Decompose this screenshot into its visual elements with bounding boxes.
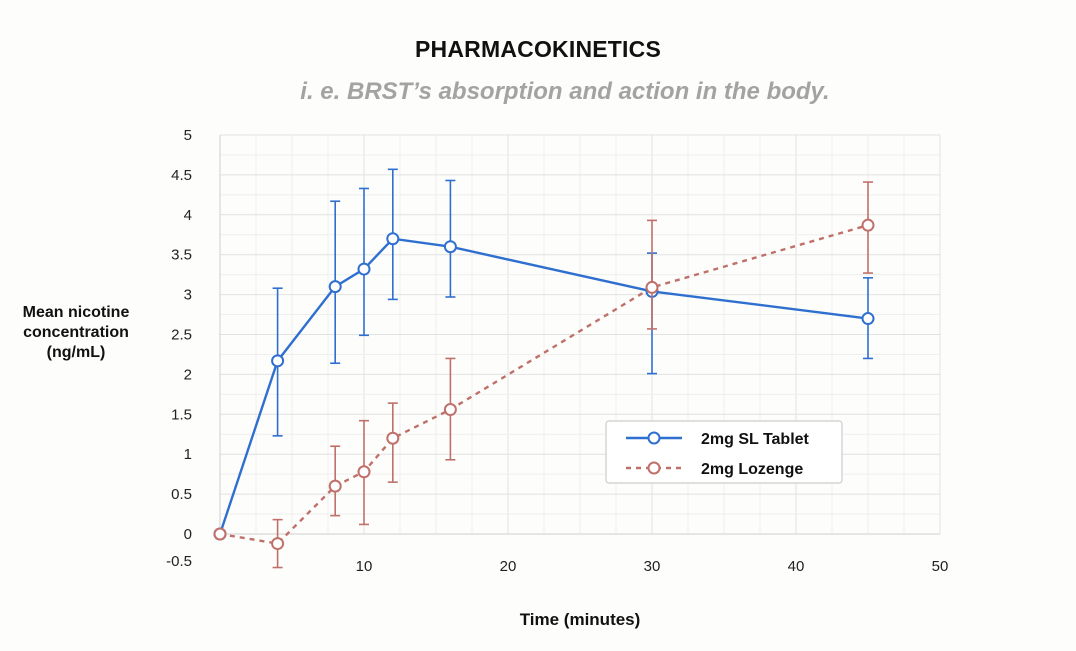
legend-box xyxy=(605,420,843,484)
data-point xyxy=(328,280,342,294)
data-point xyxy=(357,465,371,479)
y-tick-label: 0 xyxy=(184,526,192,543)
y-tick-label: 3 xyxy=(184,287,192,304)
chart-title: PHARMACOKINETICS xyxy=(415,36,661,62)
y-tick-label: 4 xyxy=(184,207,192,224)
y-tick-label: 4.5 xyxy=(171,167,192,184)
series-line-2 xyxy=(219,224,869,545)
data-point xyxy=(213,527,227,541)
y-tick-label: 1 xyxy=(184,446,192,463)
data-point xyxy=(386,431,400,445)
x-axis-label: Time (minutes) xyxy=(519,610,641,629)
y-tick-label: 1.5 xyxy=(171,406,192,423)
x-tick-label: 20 xyxy=(500,558,517,575)
legend-label: 2mg SL Tablet xyxy=(701,431,810,448)
data-point xyxy=(328,479,342,493)
data-point xyxy=(386,232,400,246)
x-tick-label: 10 xyxy=(356,558,373,575)
x-tick-label: 50 xyxy=(932,558,949,575)
data-point xyxy=(861,218,875,232)
data-point xyxy=(357,262,371,276)
data-point xyxy=(443,240,457,254)
legend-marker xyxy=(647,461,661,475)
y-tick-label: 5 xyxy=(184,127,192,144)
data-point xyxy=(271,354,285,368)
data-point xyxy=(271,537,285,551)
data-point xyxy=(645,280,659,294)
y-tick-label: 3.5 xyxy=(171,247,192,264)
data-point xyxy=(443,403,457,417)
legend-label: 2mg Lozenge xyxy=(701,461,803,478)
series-line-1 xyxy=(218,237,869,535)
chart-subtitle: i. e. BRST’s absorption and action in th… xyxy=(300,78,830,105)
x-tick-label: 40 xyxy=(788,558,805,575)
data-point xyxy=(861,312,875,326)
y-tick-label: 2.5 xyxy=(171,327,192,344)
legend-marker xyxy=(647,431,661,445)
y-tick-label: -0.5 xyxy=(166,553,192,570)
y-tick-label: 2 xyxy=(184,366,192,383)
x-tick-label: 30 xyxy=(644,558,661,575)
y-tick-label: 0.5 xyxy=(171,486,192,503)
y-axis-label: Mean nicotine concentration (ng/mL) xyxy=(22,304,130,361)
